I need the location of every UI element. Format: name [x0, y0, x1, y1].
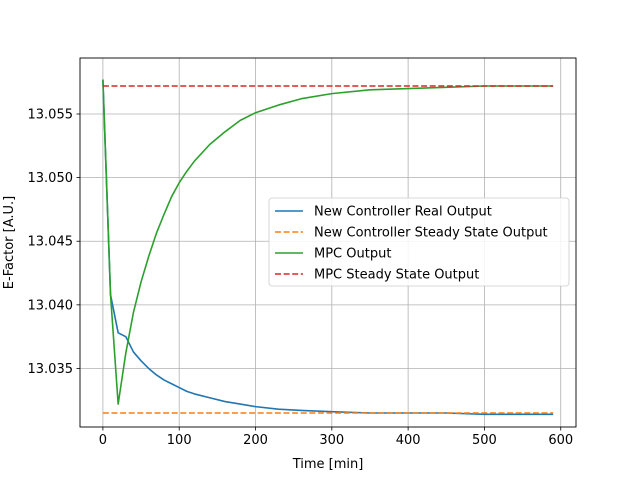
legend-label: New Controller Real Output: [314, 205, 492, 220]
series-layer: [102, 79, 554, 416]
y-axis-label: E-Factor [A.U.]: [2, 196, 17, 289]
legend-label: MPC Steady State Output: [314, 268, 479, 283]
x-tick-label: 0: [99, 433, 107, 448]
x-tick-label: 200: [243, 433, 268, 448]
x-tick-label: 400: [396, 433, 421, 448]
x-tick-label: 600: [548, 433, 573, 448]
series-line-1: [102, 79, 554, 416]
legend-box: [268, 197, 570, 287]
axis-ticks: 0 100 200 300 400 500 600 13.035 13.040 13.045 13.…: [28, 107, 574, 448]
x-axis-label: Time [min]: [292, 457, 364, 472]
y-tick-label: 13.045: [28, 235, 74, 250]
x-tick-label: 100: [167, 433, 192, 448]
y-tick-label: 13.055: [28, 107, 74, 122]
y-tick-label: 13.035: [28, 362, 74, 377]
legend-label: New Controller Steady State Output: [314, 226, 548, 241]
legend: New Controller Real Output New Controller…: [268, 197, 570, 287]
legend-label: MPC Output: [314, 247, 391, 262]
y-tick-label: 13.040: [28, 298, 74, 313]
plot-frame: [79, 57, 577, 428]
x-tick-label: 300: [319, 433, 344, 448]
x-tick-label: 500: [472, 433, 497, 448]
series-line-3: [102, 79, 554, 405]
y-tick-label: 13.050: [28, 171, 74, 186]
